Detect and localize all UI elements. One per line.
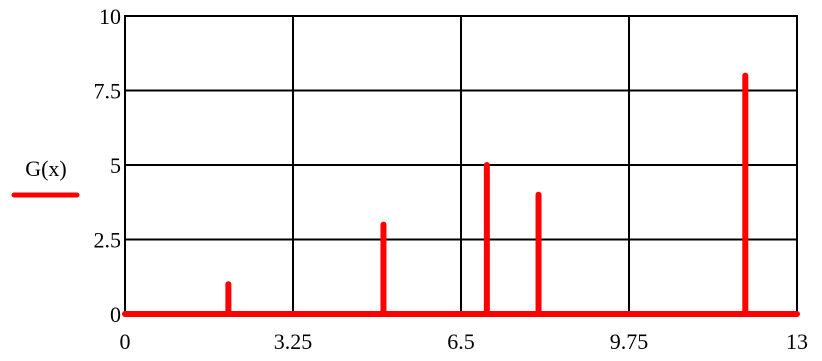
x-tick-label: 0 (120, 329, 131, 354)
y-tick-label: 0 (110, 302, 121, 327)
y-tick-label: 2.5 (94, 228, 122, 253)
y-tick-label: 7.5 (94, 79, 122, 104)
y-tick-label: 10 (99, 4, 121, 29)
legend: G(x) (11, 156, 80, 198)
x-tick-labels: 0 3.25 6.5 9.75 13 (120, 329, 809, 354)
x-tick-label: 3.25 (274, 329, 313, 354)
x-tick-label: 6.5 (447, 329, 475, 354)
legend-label: G(x) (25, 156, 67, 181)
series-layer (122, 72, 800, 317)
y-tick-labels: 0 2.5 5 7.5 10 (94, 4, 122, 327)
x-tick-label: 13 (786, 329, 808, 354)
y-tick-label: 5 (110, 153, 121, 178)
x-tick-label: 9.75 (610, 329, 649, 354)
grid (125, 16, 797, 314)
